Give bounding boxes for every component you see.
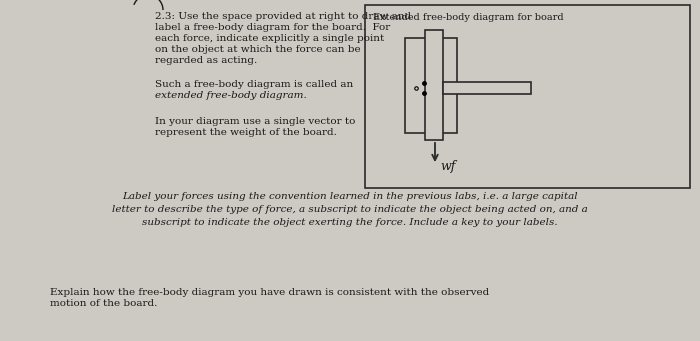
Bar [365, 5, 690, 188]
Text: Label your forces using the convention learned in the previous labs, i.e. a larg: Label your forces using the convention l… [112, 192, 588, 227]
Text: In your diagram use a single vector to: In your diagram use a single vector to [155, 117, 356, 126]
Text: extended free-body diagram.: extended free-body diagram. [155, 91, 307, 100]
Text: Such a free-body diagram is called an: Such a free-body diagram is called an [155, 80, 354, 89]
Text: motion of the board.: motion of the board. [50, 299, 158, 308]
Text: each force, indicate explicitly a single point: each force, indicate explicitly a single… [155, 34, 384, 43]
Text: wf: wf [440, 160, 456, 173]
Text: Explain how the free-body diagram you have drawn is consistent with the observed: Explain how the free-body diagram you ha… [50, 288, 489, 297]
Bar [405, 38, 457, 133]
Text: label a free-body diagram for the board.  For: label a free-body diagram for the board.… [155, 23, 391, 32]
Text: on the object at which the force can be: on the object at which the force can be [155, 45, 360, 54]
Text: Extended free-body diagram for board: Extended free-body diagram for board [373, 13, 564, 22]
Bar [443, 82, 531, 94]
Text: represent the weight of the board.: represent the weight of the board. [155, 128, 337, 137]
Bar [425, 30, 443, 140]
Text: 2.3: Use the space provided at right to draw and: 2.3: Use the space provided at right to … [155, 12, 411, 21]
Text: regarded as acting.: regarded as acting. [155, 56, 258, 65]
